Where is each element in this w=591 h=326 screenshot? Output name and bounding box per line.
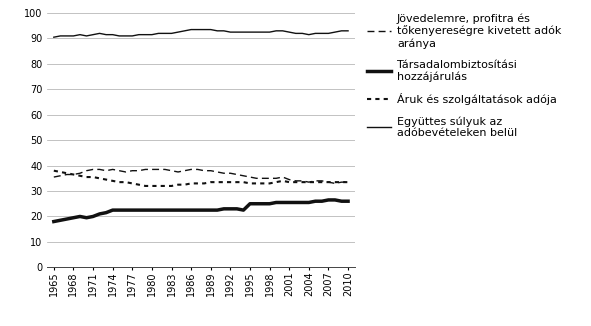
Legend: Jövedelemre, profitra és
tőkenyereségre kivetett adók
aránya, Társadalombiztosít: Jövedelemre, profitra és tőkenyereségre … [367, 13, 561, 138]
